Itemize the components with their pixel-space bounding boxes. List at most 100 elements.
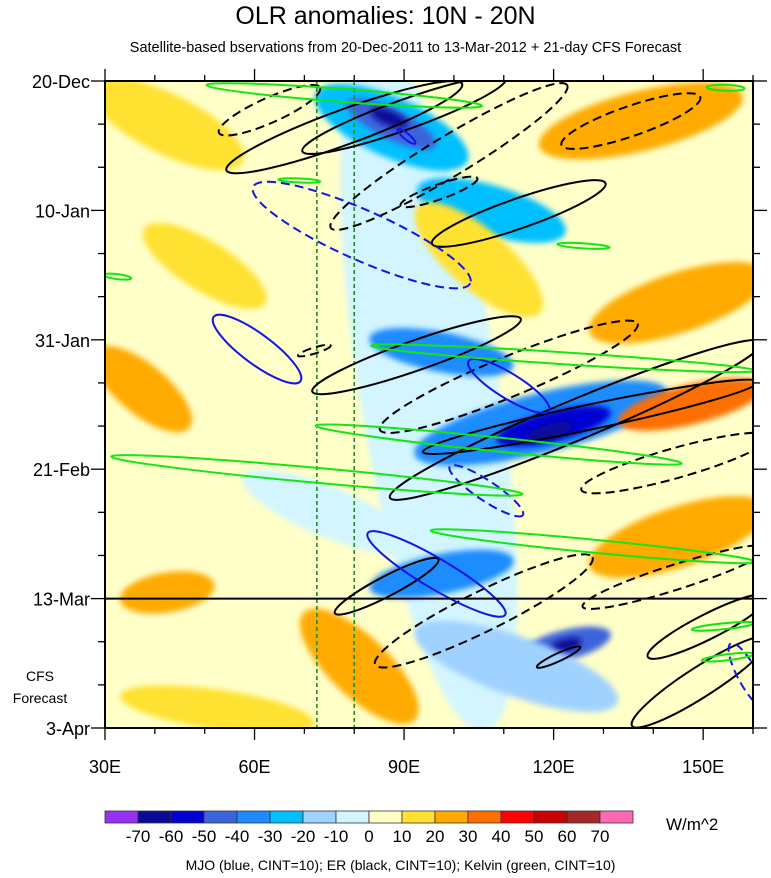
wave-contours xyxy=(105,81,753,728)
reference-lines xyxy=(316,81,356,728)
y-tick-label: 13-Mar xyxy=(33,590,90,610)
er-contour xyxy=(646,592,753,660)
colorbar-swatch xyxy=(467,810,502,824)
colorbar-label: 50 xyxy=(525,827,544,846)
colorbar-swatch xyxy=(269,810,304,824)
anomaly-blob xyxy=(414,620,619,712)
cfs-label: CFS xyxy=(26,668,54,684)
anomaly-blob xyxy=(120,685,315,728)
kelvin-contour xyxy=(690,620,753,632)
colorbar-swatch xyxy=(137,810,172,824)
chart-subtitle: Satellite-based bservations from 20-Dec-… xyxy=(129,40,682,56)
colorbar-label: -70 xyxy=(126,827,151,846)
anomaly-blob xyxy=(370,107,408,129)
anomaly-blob xyxy=(105,345,192,433)
colorbar-swatch xyxy=(368,810,403,824)
x-tick-label: 60E xyxy=(239,757,271,777)
er-contour xyxy=(580,431,753,495)
y-tick-label: 10-Jan xyxy=(35,201,90,221)
colorbar-swatch xyxy=(500,810,535,824)
er-contour xyxy=(630,634,753,728)
y-tick-label: 31-Jan xyxy=(35,331,90,351)
er-contour xyxy=(225,81,464,175)
er-contour xyxy=(560,92,702,150)
kelvin-contour xyxy=(314,423,683,466)
kelvin-contour xyxy=(105,272,133,281)
anomaly-blob xyxy=(299,608,419,725)
anomaly-blob xyxy=(119,571,215,614)
kelvin-contour xyxy=(556,241,611,250)
er-contour xyxy=(329,82,569,231)
colorbar-label: -50 xyxy=(192,827,217,846)
colorbar-label: 10 xyxy=(393,827,412,846)
mjo-contour xyxy=(467,358,551,415)
colorbar-label: -10 xyxy=(324,827,349,846)
x-tick-label: 30E xyxy=(89,757,121,777)
colorbar-swatch xyxy=(104,810,139,824)
colorbar-swatch xyxy=(401,810,436,824)
y-tick-label: 3-Apr xyxy=(46,719,90,739)
y-tick-label: 21-Feb xyxy=(33,460,90,480)
colorbar-label: 20 xyxy=(426,827,445,846)
colorbar-units: W/m^2 xyxy=(666,815,719,834)
er-contour xyxy=(373,553,594,669)
plot-frame xyxy=(104,80,754,729)
colorbar-swatch xyxy=(566,810,601,824)
colorbar-swatch xyxy=(434,810,469,824)
kelvin-contour xyxy=(429,528,753,565)
anomaly-blob xyxy=(369,549,514,599)
colorbar-swatch xyxy=(599,810,634,824)
anomaly-blob xyxy=(538,82,743,160)
mjo-contour xyxy=(366,530,507,618)
er-contour xyxy=(399,175,479,209)
y-tick-label: 20-Dec xyxy=(32,72,90,92)
kelvin-contour xyxy=(705,83,746,92)
colorbar-label: -20 xyxy=(291,827,316,846)
anomaly-blob xyxy=(242,469,417,555)
colorbar-label: 30 xyxy=(459,827,478,846)
kelvin-contour xyxy=(277,177,322,184)
colorbar-label: 60 xyxy=(558,827,577,846)
colorbar-swatch xyxy=(302,810,337,824)
anomaly-blob xyxy=(369,327,514,377)
er-contour xyxy=(535,645,582,669)
colorbar-label: 0 xyxy=(364,827,373,846)
er-contour xyxy=(301,81,507,155)
x-tick-label: 150E xyxy=(682,757,724,777)
mjo-contour xyxy=(396,127,417,145)
x-tick-label: 90E xyxy=(388,757,420,777)
colorbar-swatch xyxy=(335,810,370,824)
colorbar-swatch xyxy=(236,810,271,824)
kelvin-contour xyxy=(205,82,484,109)
kelvin-contour xyxy=(370,343,753,374)
axes: 30E 60E 90E 120E 150E 20-Dec 10-Jan 31-Jan 21-Fe… xyxy=(32,69,767,777)
colorbar-label: 40 xyxy=(492,827,511,846)
er-contour xyxy=(311,315,522,396)
mjo-contour xyxy=(448,464,525,518)
anomaly-blob xyxy=(414,202,544,318)
mjo-contour xyxy=(251,180,472,290)
er-contour xyxy=(581,544,753,610)
colorbar-swatch xyxy=(533,810,568,824)
forecast-label: Forecast xyxy=(12,690,68,706)
anomaly-blob xyxy=(550,637,582,652)
er-contour xyxy=(296,343,332,358)
colorbar-label: 70 xyxy=(591,827,610,846)
colorbar: -70 -60 -50 -40 -30 -20 -10 0 10 20 30 40 50 60 70 xyxy=(104,810,634,846)
anomaly-blob xyxy=(105,81,245,171)
colorbar-label: -60 xyxy=(159,827,184,846)
mjo-contour xyxy=(727,642,753,710)
anomaly-blob xyxy=(588,261,753,344)
colorbar-swatch xyxy=(203,810,238,824)
colorbar-label: -30 xyxy=(258,827,283,846)
er-contour xyxy=(388,338,753,501)
mjo-contour xyxy=(211,313,303,385)
colorbar-label: -40 xyxy=(225,827,250,846)
x-tick-label: 120E xyxy=(533,757,575,777)
anomaly-blob xyxy=(142,222,267,309)
chart-title: OLR anomalies: 10N - 20N xyxy=(235,2,536,30)
kelvin-contour xyxy=(110,454,524,497)
colorbar-swatch xyxy=(170,810,205,824)
anomaly-blob xyxy=(525,422,573,443)
